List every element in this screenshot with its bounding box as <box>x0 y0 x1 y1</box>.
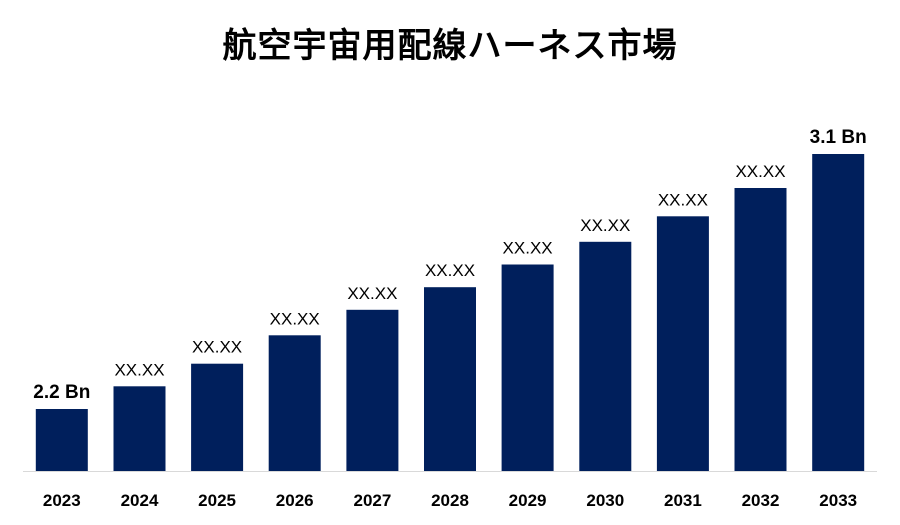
value-label-2024: XX.XX <box>114 360 164 379</box>
bar-2031 <box>656 216 709 471</box>
bar-2028 <box>424 287 476 471</box>
bar-2026 <box>268 335 321 471</box>
x-tick-labels-group: 2023 2024 2025 2026 2027 2028 2029 2030 2031 2032… <box>43 491 857 510</box>
value-label-2023: 2.2 Bn <box>33 382 90 403</box>
x-tick-label-2032: 2032 <box>742 491 780 510</box>
bars-group <box>35 154 865 471</box>
x-tick-label-2025: 2025 <box>198 491 236 510</box>
bar-2025 <box>191 363 244 471</box>
x-tick-label-2031: 2031 <box>664 491 702 510</box>
bar-2027 <box>346 309 399 471</box>
x-tick-label-2023: 2023 <box>43 491 81 510</box>
x-tick-label-2030: 2030 <box>586 491 624 510</box>
x-tick-label-2027: 2027 <box>353 491 391 510</box>
bar-2033 <box>812 154 865 471</box>
value-label-2026: XX.XX <box>270 309 320 328</box>
bar-2030 <box>579 241 632 471</box>
value-label-2033: 3.1 Bn <box>810 127 867 148</box>
value-label-2028: XX.XX <box>425 261 475 280</box>
value-label-2029: XX.XX <box>503 239 553 258</box>
bar-2032 <box>734 188 787 471</box>
x-tick-label-2026: 2026 <box>276 491 314 510</box>
value-label-2025: XX.XX <box>192 338 242 357</box>
value-label-2032: XX.XX <box>735 162 785 181</box>
chart-title: 航空宇宙用配線ハーネス市場 <box>222 26 678 66</box>
value-label-2031: XX.XX <box>658 190 708 209</box>
value-label-2030: XX.XX <box>580 216 630 235</box>
x-tick-label-2024: 2024 <box>121 491 159 510</box>
bar-2023 <box>35 409 88 471</box>
x-tick-label-2033: 2033 <box>819 491 857 510</box>
x-tick-label-2029: 2029 <box>509 491 547 510</box>
value-label-2027: XX.XX <box>347 284 397 303</box>
bar-2029 <box>501 264 554 471</box>
x-tick-label-2028: 2028 <box>431 491 469 510</box>
value-labels-group: 2.2 Bn XX.XX XX.XX XX.XX XX.XX XX.XX XX.XX XX.X… <box>33 127 866 403</box>
bar-2024 <box>113 386 166 471</box>
